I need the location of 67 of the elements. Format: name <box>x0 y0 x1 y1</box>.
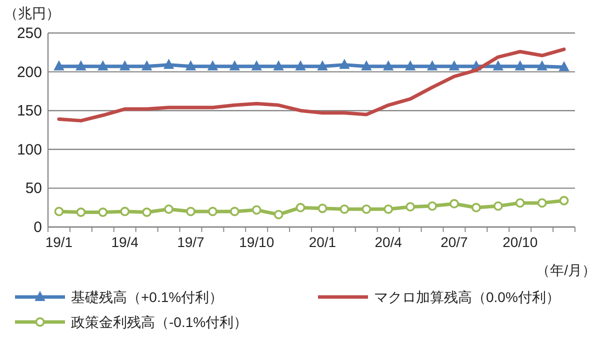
point <box>208 206 218 216</box>
point <box>515 198 525 208</box>
point <box>252 60 262 70</box>
y-tick-label: 150 <box>16 102 42 120</box>
x-tick-label: 19/10 <box>239 234 274 250</box>
point <box>427 60 438 70</box>
y-axis-title: （兆円） <box>4 5 60 21</box>
point <box>54 60 64 70</box>
point <box>428 201 437 211</box>
point <box>559 196 569 206</box>
point <box>384 204 394 214</box>
x-tick-label: 20/1 <box>308 234 336 250</box>
x-tick-label: 20/7 <box>440 234 468 250</box>
legend-label: マクロ加算残高（0.0%付利） <box>374 289 560 305</box>
legend-label: 基礎残高（+0.1%付利） <box>71 289 224 305</box>
point <box>537 60 548 70</box>
point <box>142 60 152 70</box>
x-tick-label: 19/4 <box>111 234 139 250</box>
point <box>339 59 350 69</box>
point <box>76 208 86 217</box>
y-tick-label: 100 <box>16 141 42 158</box>
y-tick-label: 0 <box>34 219 42 236</box>
x-tick-label: 19/1 <box>45 234 73 250</box>
point <box>252 205 262 215</box>
point <box>340 204 350 214</box>
point <box>164 204 174 214</box>
point <box>76 60 86 70</box>
point <box>208 60 218 70</box>
point <box>274 210 284 220</box>
point <box>98 60 108 70</box>
point <box>142 208 152 217</box>
x-tick-label: 20/4 <box>374 234 402 250</box>
point <box>98 208 108 217</box>
point <box>537 198 547 208</box>
point <box>120 206 130 216</box>
point <box>383 60 394 70</box>
y-tick-label: 250 <box>16 25 42 42</box>
x-tick-label: 19/7 <box>177 234 205 250</box>
point <box>317 60 328 70</box>
point <box>450 199 459 208</box>
point <box>493 201 503 211</box>
point <box>361 60 372 70</box>
point <box>164 59 174 69</box>
point <box>296 202 306 212</box>
point <box>274 60 284 70</box>
point <box>230 60 240 70</box>
legend-label: 政策金利残高（-0.1%付利） <box>71 314 248 330</box>
point <box>515 60 526 70</box>
point <box>406 202 416 212</box>
point <box>120 60 130 70</box>
y-tick-label: 200 <box>16 64 42 81</box>
point <box>471 202 481 212</box>
point <box>230 206 240 216</box>
x-tick-label: 20/10 <box>502 234 538 250</box>
point <box>493 60 504 70</box>
point <box>318 204 328 214</box>
point <box>186 206 196 216</box>
point <box>362 204 372 214</box>
point <box>54 206 64 216</box>
point <box>296 60 306 70</box>
point <box>405 60 416 70</box>
x-axis-title: （年/月） <box>536 262 596 278</box>
point <box>449 60 460 70</box>
line-series <box>57 48 566 122</box>
point <box>186 60 196 70</box>
point <box>559 62 570 72</box>
y-tick-label: 50 <box>25 180 42 198</box>
